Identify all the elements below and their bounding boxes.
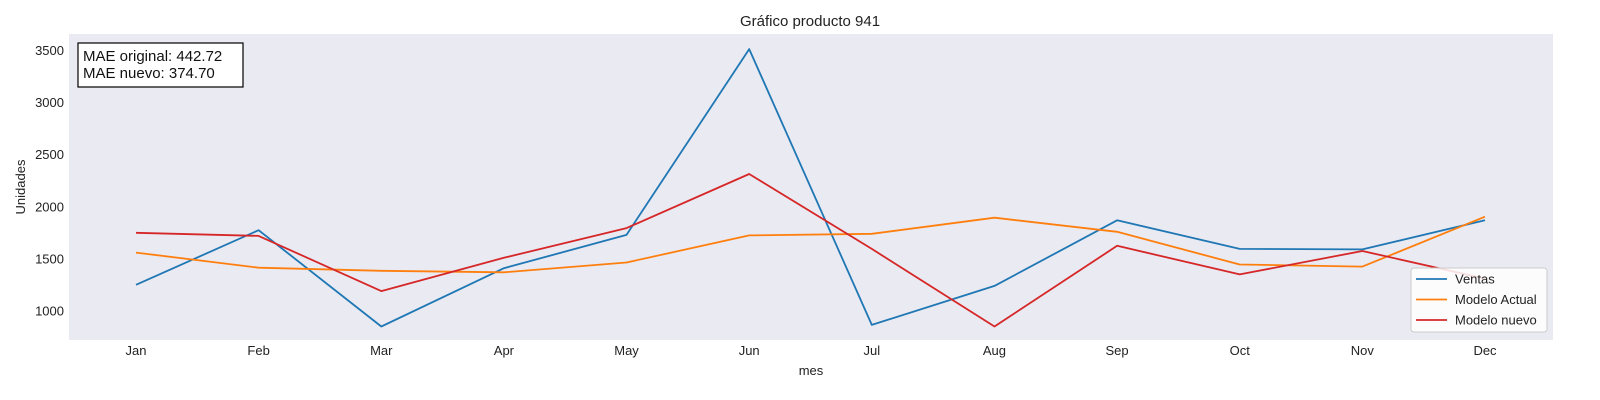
x-tick-label: Jul [864,343,881,358]
chart-title: Gráfico producto 941 [740,13,880,30]
x-axis-label: mes [799,363,824,378]
series-line [135,48,1486,328]
y-tick-label: 3000 [35,95,64,110]
x-tick-label: Jun [739,343,760,358]
x-tick-label: Feb [247,343,269,358]
y-axis-label: Unidades [13,159,28,214]
mae-nuevo-text: MAE nuevo: 374.70 [83,65,215,82]
mae-annotation-box: MAE original: 442.72 MAE nuevo: 374.70 [77,42,244,88]
x-tick-label: Apr [494,343,515,358]
series-line [135,215,1486,274]
y-tick-label: 1000 [35,303,64,318]
mae-box-frame [77,42,244,88]
legend-label: Modelo Actual [1455,292,1537,307]
series-line [135,173,1486,328]
y-tick-label: 2500 [35,147,64,162]
y-tick-label: 3500 [35,43,64,58]
legend-frame [1410,267,1548,333]
x-tick-label: Mar [370,343,393,358]
x-tick-label: Dec [1473,343,1497,358]
x-tick-label: Jan [126,343,147,358]
x-tick-label: Aug [983,343,1006,358]
series-layer [135,48,1486,328]
x-tick-label: Nov [1351,343,1375,358]
y-tick-label: 2000 [35,199,64,214]
y-tick-label: 1500 [35,251,64,266]
x-tick-label: Sep [1106,343,1129,358]
x-tick-label: Oct [1230,343,1251,358]
x-tick-label: May [614,343,639,358]
legend-label: Modelo nuevo [1455,313,1537,328]
legend: Ventas Modelo Actual Modelo nuevo [1410,267,1548,333]
y-axis: 1000 1500 2000 2500 3000 3500 [35,43,64,318]
x-axis: Jan Feb Mar Apr May Jun Jul Aug Sep Oct Nov Dec [126,343,1498,358]
legend-label: Ventas [1455,272,1495,287]
mae-original-text: MAE original: 442.72 [83,48,222,65]
